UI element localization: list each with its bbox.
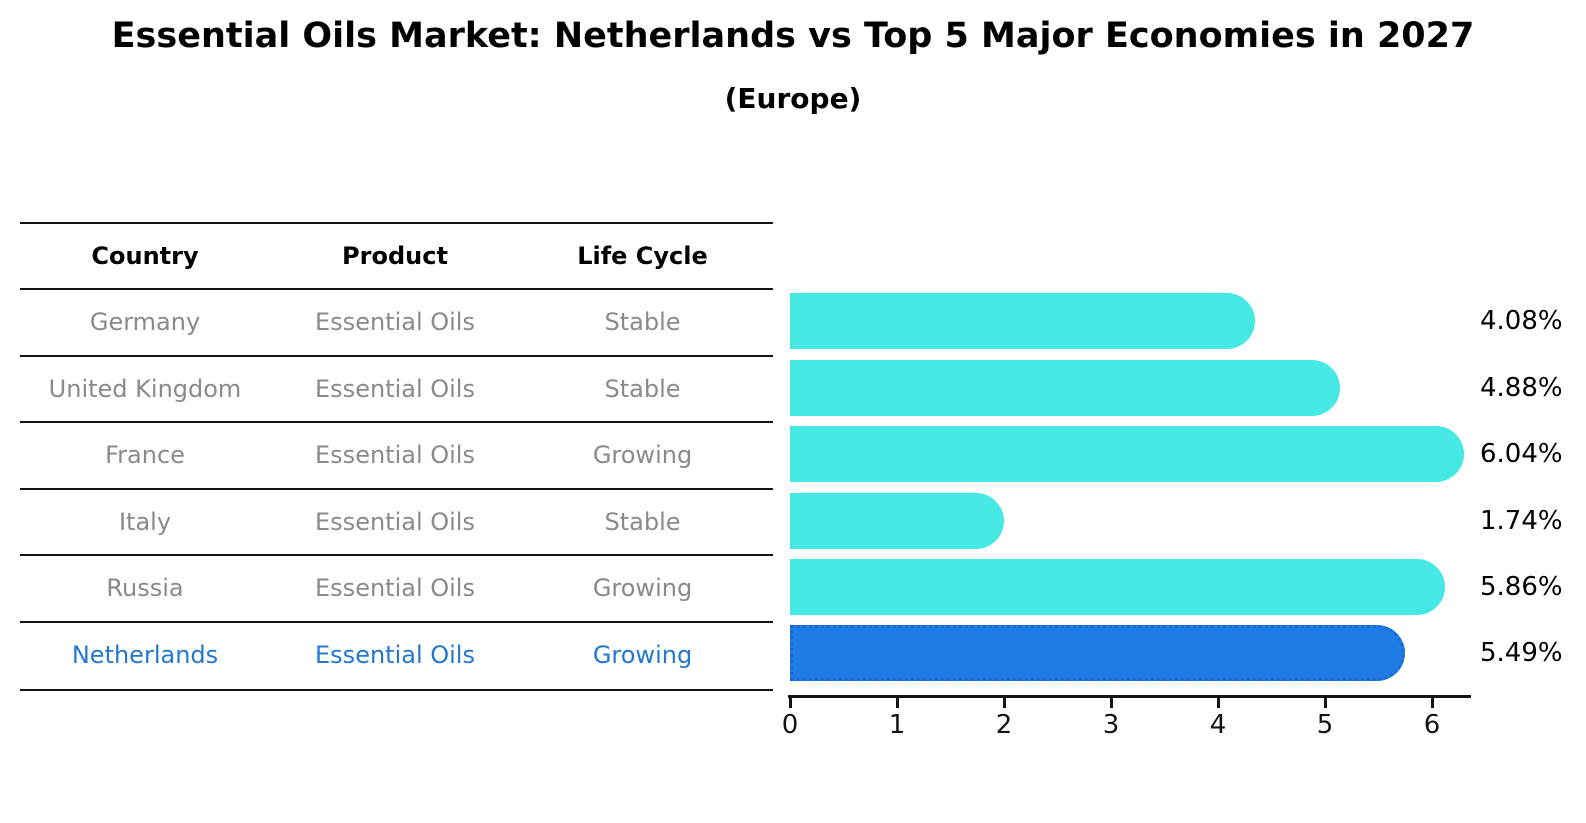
cell-life-cycle: Stable [604,508,681,536]
table-rule [20,355,773,357]
table-row: Russia Essential Oils Growing [20,555,765,621]
table-rule [20,554,773,556]
x-tick [1323,698,1327,708]
table-row-highlighted: Netherlands Essential Oils Growing [20,622,765,688]
cell-product: Essential Oils [315,441,475,469]
cell-life-cycle: Growing [592,641,693,669]
table-row: France Essential Oils Growing [20,422,765,488]
x-tick-label: 4 [1209,710,1227,740]
value-label-france: 6.04% [1480,439,1563,469]
bar-netherlands [790,624,1406,681]
cell-country: Italy [118,508,172,536]
x-tick-label: 6 [1423,710,1441,740]
table-row: United Kingdom Essential Oils Stable [20,356,765,422]
chart-subtitle: (Europe) [724,82,862,115]
value-label-italy: 1.74% [1480,505,1563,536]
table-rule [20,488,773,490]
bar-italy [790,492,1005,549]
x-tick-label: 2 [995,710,1013,740]
cell-country: Germany [89,308,201,336]
x-tick [895,698,899,708]
cell-life-cycle: Growing [592,574,693,602]
cell-life-cycle: Stable [604,375,681,403]
value-label-netherlands: 5.49% [1480,637,1563,668]
x-tick-label: 3 [1102,710,1120,740]
table-row: Germany Essential Oils Stable [20,289,765,355]
cell-life-cycle: Growing [592,441,693,469]
cell-product: Essential Oils [315,308,475,336]
table-rule [20,222,773,224]
x-tick-label: 1 [888,710,906,740]
chart-title: Essential Oils Market: Netherlands vs To… [111,16,1475,56]
x-tick [1216,698,1220,708]
bar-france [790,426,1465,482]
table-rule [20,421,773,423]
x-tick-label: 0 [781,710,799,740]
cell-product: Essential Oils [315,574,475,602]
cell-country: Russia [106,574,184,602]
bar-russia [790,559,1446,615]
x-axis-line [788,695,1471,698]
cell-product: Essential Oils [315,375,475,403]
value-label-russia: 5.86% [1480,572,1563,602]
x-tick [1430,698,1434,708]
x-tick [788,698,792,708]
cell-product: Essential Oils [315,508,475,536]
x-tick-label: 5 [1316,710,1334,740]
bar-united-kingdom [790,359,1341,416]
cell-country: France [105,441,185,469]
value-label-germany: 4.08% [1480,306,1563,336]
column-header-life-cycle: Life Cycle [577,242,708,270]
table-rule [20,288,773,290]
value-label-united-kingdom: 4.88% [1480,372,1563,403]
x-tick [1002,698,1006,708]
column-header-country: Country [91,242,199,270]
table-rule [20,689,773,691]
table-header-row: Country Product Life Cycle [20,223,765,289]
cell-product: Essential Oils [315,641,475,669]
cell-country: United Kingdom [48,375,242,403]
table-rule [20,621,773,623]
cell-country: Netherlands [71,641,219,669]
cell-life-cycle: Stable [604,308,681,336]
table-row: Italy Essential Oils Stable [20,489,765,555]
bar-germany [790,293,1255,349]
column-header-product: Product [342,242,448,270]
x-tick [1109,698,1113,708]
